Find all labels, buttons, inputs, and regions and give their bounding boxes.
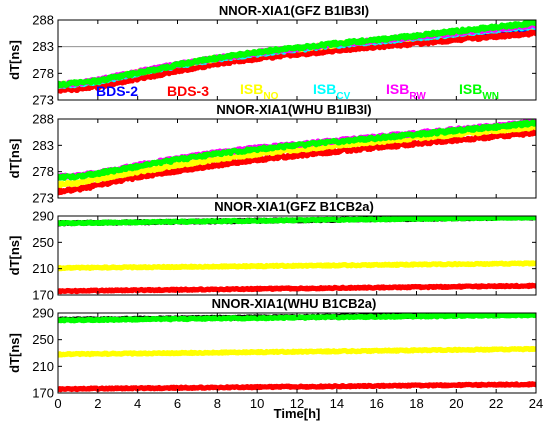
data-layer bbox=[58, 20, 536, 94]
data-point bbox=[534, 30, 536, 35]
series-bds-3 bbox=[58, 29, 536, 94]
y-axis-label: dT[ns] bbox=[7, 40, 22, 80]
series-isb-wn bbox=[58, 119, 536, 181]
series-bds-3 bbox=[58, 128, 536, 196]
series-isb-wn bbox=[58, 20, 536, 89]
panel-title: NNOR-XIA1(GFZ B1IB3I) bbox=[219, 3, 369, 18]
data-point bbox=[534, 21, 536, 27]
y-tick-label: 278 bbox=[32, 66, 54, 81]
panel-1: 273 278 283 288 NNOR-XIA1(GFZ B1IB3I) dT[ns] bbox=[7, 3, 537, 108]
y-tick-label: 273 bbox=[32, 93, 54, 108]
y-tick-label: 288 bbox=[32, 13, 54, 28]
data-layer bbox=[58, 119, 536, 196]
y-tick-label: 283 bbox=[32, 39, 54, 54]
